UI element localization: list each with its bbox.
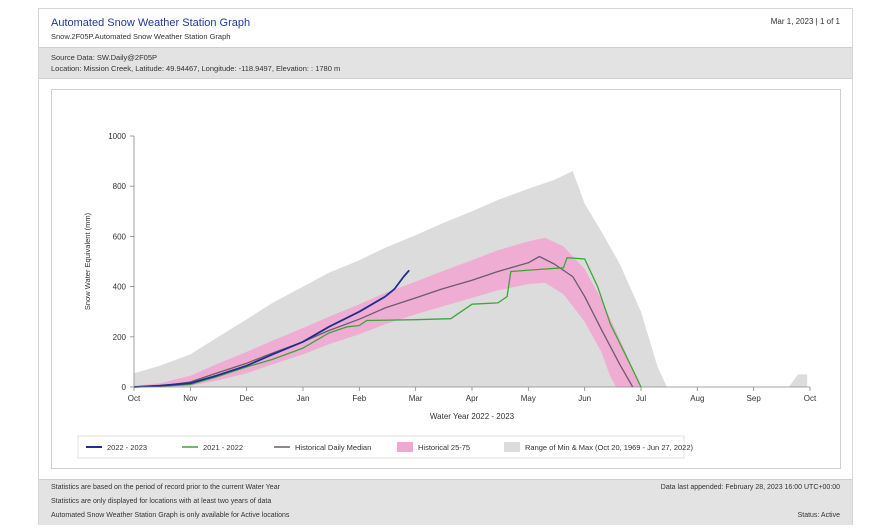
report-footer: Statistics are based on the period of re… [39,479,852,525]
series-line-median [133,255,634,388]
historical-25-75-band [134,237,641,387]
series-line-2022-2023 [133,269,410,388]
x-tick-label: Mar [409,394,423,403]
legend-25-75-label: Historical 25-75 [418,443,470,452]
chart-container: 0 200 400 600 800 1000 Oct Nov Dec Jan Feb Mar Apr Ma… [51,89,841,469]
y-tick-label: 200 [113,333,127,342]
y-tick-label: 400 [113,283,127,292]
legend-median-label: Historical Daily Median [295,443,371,452]
x-tick-label: Aug [690,394,704,403]
source-data-text: Source Data: SW.Daily@2F05P [51,53,157,62]
y-tick-label: 800 [113,182,127,191]
report-page: Automated Snow Weather Station Graph Sno… [38,8,853,525]
legend-box [77,435,685,459]
x-tick-label: Feb [352,394,366,403]
x-tick-label: Jul [636,394,646,403]
x-tick-label: Oct [804,394,817,403]
x-tick-label: Oct [128,394,141,403]
legend-range-label: Range of Min & Max (Oct 20, 1969 - Jun 2… [525,443,694,452]
y-axis-title: Snow Water Equivalent (mm) [83,212,92,310]
legend-range-swatch [504,442,520,452]
station-info-bar: Source Data: SW.Daily@2F05P Location: Mi… [39,47,852,79]
x-tick-label: May [521,394,536,403]
report-subtitle: Snow.2F05P.Automated Snow Weather Statio… [51,32,231,41]
x-tick-label: Apr [466,394,479,403]
report-date-page: Mar 1, 2023 | 1 of 1 [770,17,840,26]
y-tick-label: 1000 [108,132,126,141]
y-tick-label: 0 [122,383,127,392]
footer-note-1: Statistics are based on the period of re… [51,484,280,491]
footer-note-2: Statistics are only displayed for locati… [51,498,272,505]
data-appended-text: Data last appended: February 28, 2023 16… [660,484,840,491]
x-tick-label: Sep [747,394,762,403]
report-title[interactable]: Automated Snow Weather Station Graph [51,17,251,29]
series-line-2021-2022 [133,257,642,388]
x-tick-label: Nov [183,394,197,403]
x-tick-label: Jun [578,394,591,403]
y-tick-label: 600 [113,232,127,241]
x-tick-label: Jan [297,394,310,403]
legend-25-75-swatch [397,442,413,452]
legend-2021-2022-label: 2021 - 2022 [203,443,243,452]
swe-chart: 0 200 400 600 800 1000 Oct Nov Dec Jan Feb Mar Apr Ma… [77,132,817,459]
location-text: Location: Mission Creek, Latitude: 49.94… [51,64,341,73]
status-text: Status: Active [797,512,840,519]
x-axis-title: Water Year 2022 - 2023 [430,412,515,421]
x-tick-label: Dec [240,394,254,403]
footer-note-3: Automated Snow Weather Station Graph is … [51,512,290,519]
legend-2022-2023-label: 2022 - 2023 [107,443,147,452]
